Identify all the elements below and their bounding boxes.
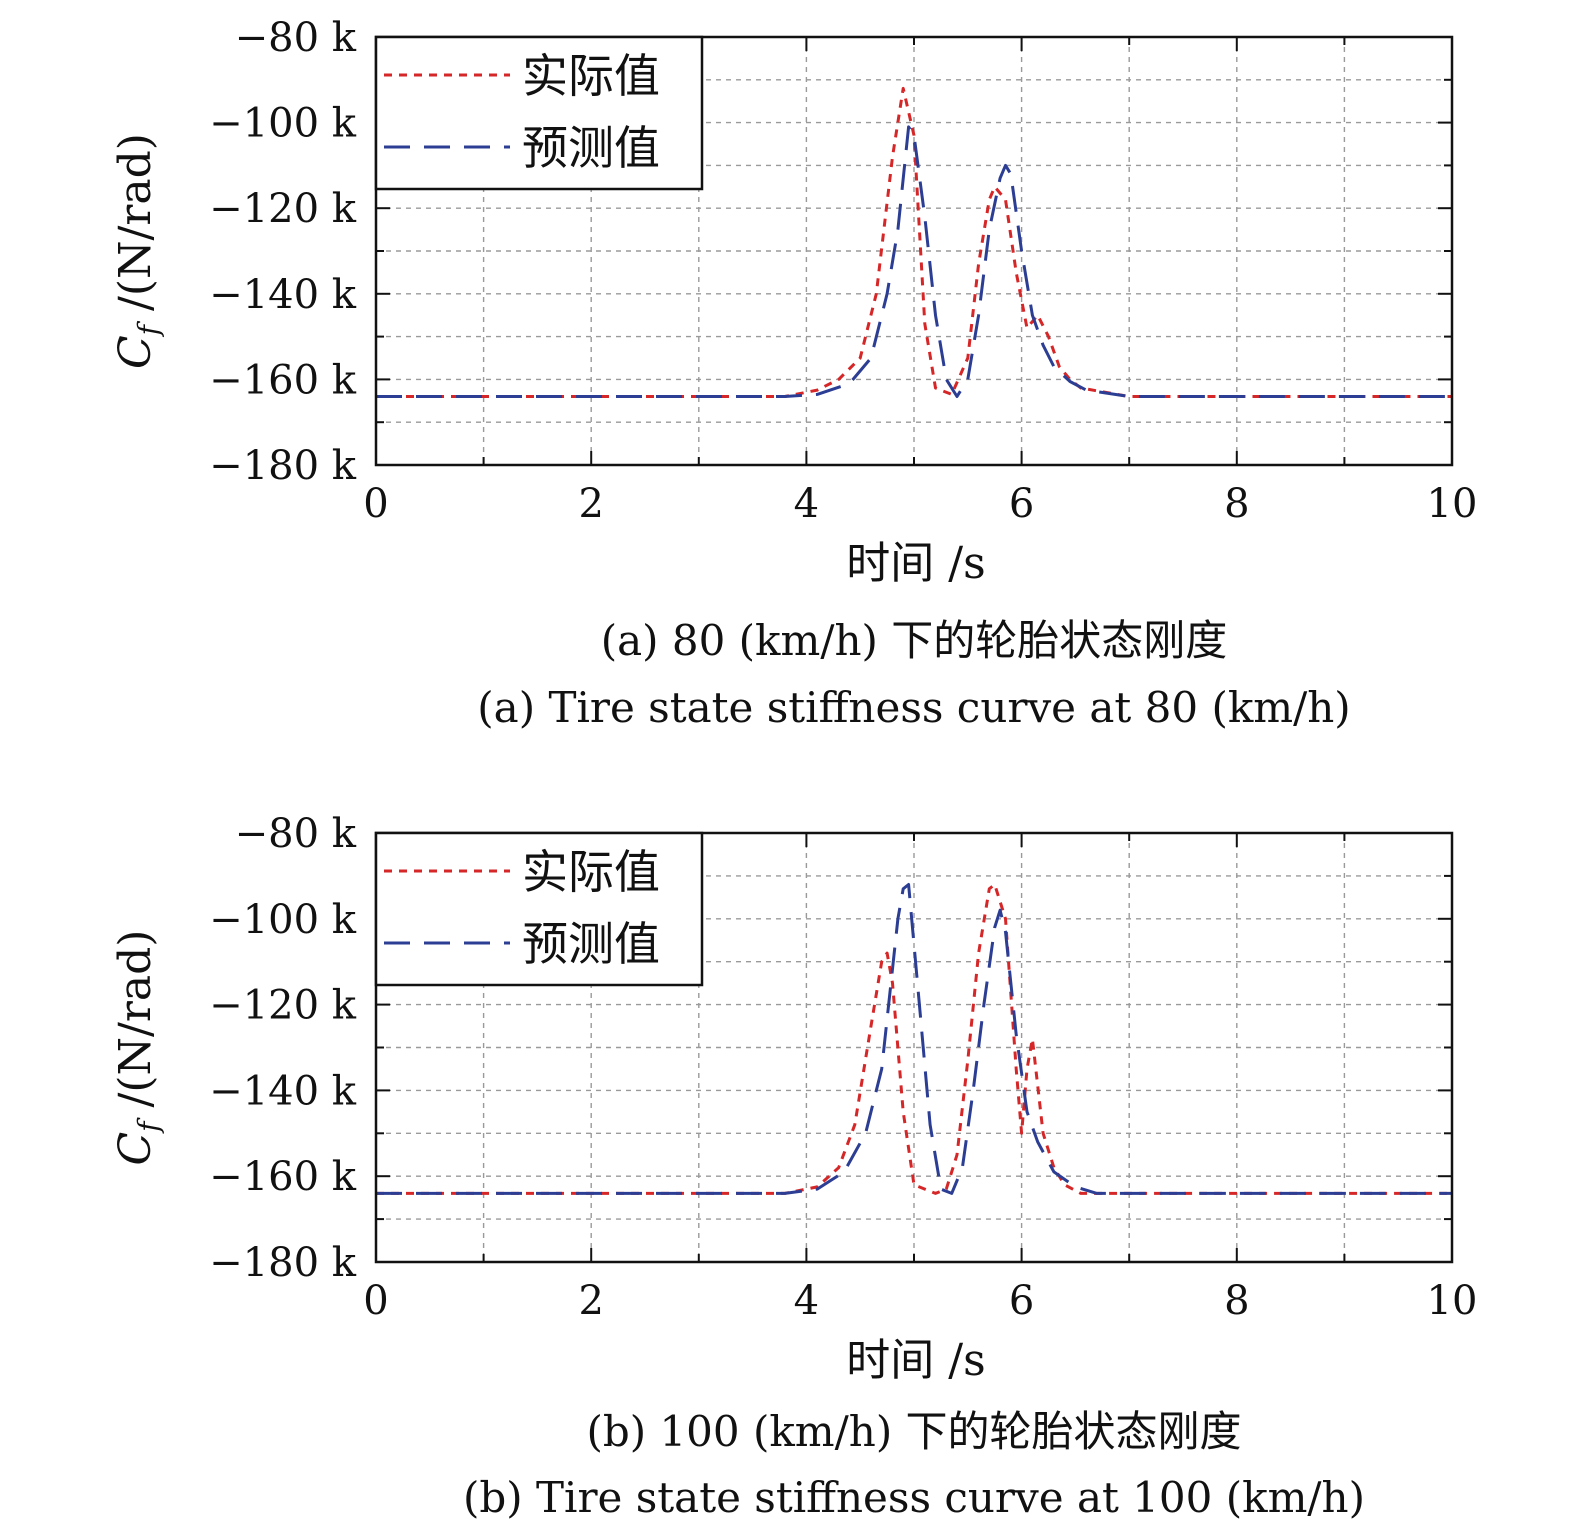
x-tick-label: 6	[1009, 481, 1034, 527]
y-tick-label: −140 k	[209, 272, 357, 318]
y-tick-label: −140 k	[209, 1068, 357, 1114]
y-axis-label: Cf /(N/rad)	[110, 133, 165, 369]
plot-frame	[374, 831, 1454, 1264]
x-tick-label: 0	[363, 1278, 388, 1324]
legend-box	[374, 831, 704, 987]
caption-english: (a) Tire state stiffness curve at 80 (km…	[477, 683, 1350, 732]
y-tick-label: −180 k	[209, 443, 357, 489]
legend-box	[374, 35, 704, 191]
y-tick-label: −100 k	[209, 897, 357, 943]
series-line-actual	[376, 883, 1452, 1195]
x-tick-label: 6	[1009, 1278, 1034, 1324]
legend-label: 预测值	[522, 917, 660, 971]
x-tick-label: 8	[1224, 1278, 1249, 1324]
series-line-actual	[376, 86, 1452, 398]
x-tick-label: 4	[794, 1278, 819, 1324]
series-line-predicted	[376, 883, 1452, 1195]
y-axis-label: Cf /(N/rad)	[110, 930, 165, 1166]
y-axis-label-symbol: C	[110, 335, 161, 369]
legend-label: 实际值	[522, 845, 660, 899]
y-axis-label-unit: /(N/rad)	[110, 133, 161, 325]
y-tick-label: −80 k	[235, 15, 357, 61]
x-tick-label: 2	[578, 481, 603, 527]
caption-chinese: (a) 80 (km/h) 下的轮胎状态刚度	[601, 616, 1228, 665]
x-tick-label: 10	[1427, 481, 1478, 527]
series-line-predicted	[376, 125, 1452, 398]
caption-chinese: (b) 100 (km/h) 下的轮胎状态刚度	[586, 1407, 1241, 1456]
y-tick-label: −100 k	[209, 101, 357, 147]
x-axis-label: 时间 /s	[846, 1335, 985, 1386]
x-axis-label: 时间 /s	[846, 538, 985, 589]
legend-label: 实际值	[522, 49, 660, 103]
x-tick-label: 2	[578, 1278, 603, 1324]
y-tick-label: −80 k	[235, 811, 357, 857]
caption-english: (b) Tire state stiffness curve at 100 (k…	[463, 1473, 1365, 1522]
x-tick-label: 0	[363, 481, 388, 527]
y-tick-label: −160 k	[209, 1154, 357, 1200]
plot-frame	[374, 35, 1454, 467]
y-axis-label-unit: /(N/rad)	[110, 930, 161, 1122]
legend-label: 预测值	[522, 121, 660, 175]
x-tick-label: 8	[1224, 481, 1249, 527]
y-tick-label: −120 k	[209, 983, 357, 1029]
y-tick-label: −180 k	[209, 1240, 357, 1286]
x-tick-label: 4	[794, 481, 819, 527]
y-tick-label: −120 k	[209, 186, 357, 232]
y-axis-label-symbol: C	[110, 1132, 161, 1166]
y-tick-label: −160 k	[209, 357, 357, 403]
x-tick-label: 10	[1427, 1278, 1478, 1324]
